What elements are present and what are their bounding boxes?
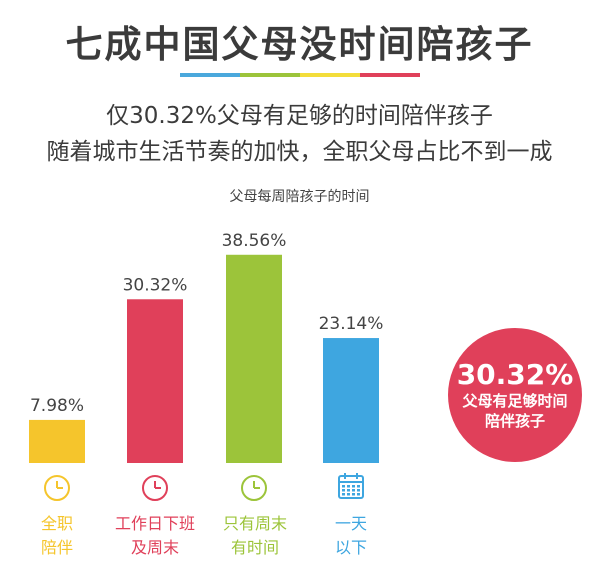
value-label-less-than-one-day: 23.14% xyxy=(319,314,384,334)
value-label-weekends-only: 38.56% xyxy=(222,231,287,251)
bar-fulltime xyxy=(29,419,85,463)
title-rule-yellow xyxy=(300,73,360,77)
category-label-less-than-one-day: 一天 以下 xyxy=(334,514,367,557)
title-rule-blue xyxy=(180,73,240,77)
subtitle-line-2: 随着城市生活节奏的加快，全职父母占比不到一成 xyxy=(46,139,553,165)
clock-icon xyxy=(241,475,267,501)
title-rule-green xyxy=(240,73,300,77)
subtitle-line-1: 仅30.32%父母有足够的时间陪伴孩子 xyxy=(106,103,493,129)
bar-weekday-evenings-weekends xyxy=(127,299,183,463)
page-title: 七成中国父母没时间陪孩子 xyxy=(65,23,534,66)
clock-icon xyxy=(142,475,168,501)
category-label-fulltime: 全职 陪伴 xyxy=(40,514,73,557)
bar-less-than-one-day xyxy=(323,338,379,463)
value-label-fulltime: 7.98% xyxy=(30,396,84,416)
callout-circle: 30.32% 父母有足够时间 陪伴孩子 xyxy=(448,328,582,462)
callout-line-1: 父母有足够时间 xyxy=(462,392,568,410)
calendar-icon xyxy=(338,473,364,499)
chart-title: 父母每周陪孩子的时间 xyxy=(229,189,370,205)
clock-icon xyxy=(44,475,70,501)
callout-line-2: 陪伴孩子 xyxy=(484,412,545,430)
value-label-weekday-evenings-weekends: 30.32% xyxy=(123,275,188,295)
title-rule-red xyxy=(360,73,420,77)
callout-value: 30.32% xyxy=(456,358,574,391)
bar-weekends-only xyxy=(226,254,282,463)
category-label-weekends-only: 只有周末 有时间 xyxy=(222,514,287,557)
category-label-weekday-evenings-weekends: 工作日下班 及周末 xyxy=(114,514,195,557)
